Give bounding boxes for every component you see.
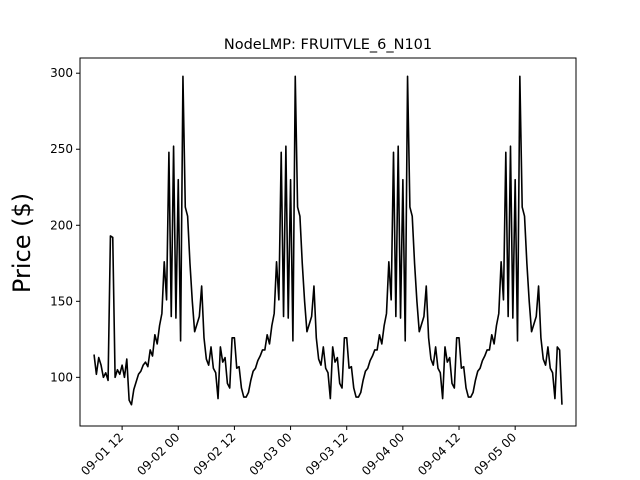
plot-area	[79, 57, 577, 427]
x-tick-label: 09-02 12	[190, 430, 238, 478]
chart-title: NodeLMP: FRUITVLE_6_N101	[224, 37, 432, 53]
y-tick-label: 300	[50, 66, 73, 80]
x-tick-label: 09-05 00	[471, 430, 519, 478]
x-tick-label: 09-04 12	[415, 430, 463, 478]
x-tick-label: 09-02 00	[134, 430, 182, 478]
series-line-0	[93, 75, 563, 406]
y-tick-label: 150	[50, 294, 73, 308]
x-tick-label: 09-03 12	[303, 430, 351, 478]
x-tick-label: 09-01 12	[78, 430, 126, 478]
y-tick-label: 250	[50, 142, 73, 156]
x-tick-label: 09-03 00	[247, 430, 295, 478]
x-axis: 09-01 12 09-02 00 09-02 12 09-03 00 09-03 12…	[78, 426, 519, 478]
x-tick-label: 09-04 00	[359, 430, 407, 478]
axes-frame	[79, 57, 577, 427]
y-axis-label: Price ($)	[8, 193, 36, 293]
y-tick-label: 100	[50, 370, 73, 384]
y-axis: 100 150 200 250 300	[50, 66, 80, 384]
y-tick-label: 200	[50, 218, 73, 232]
